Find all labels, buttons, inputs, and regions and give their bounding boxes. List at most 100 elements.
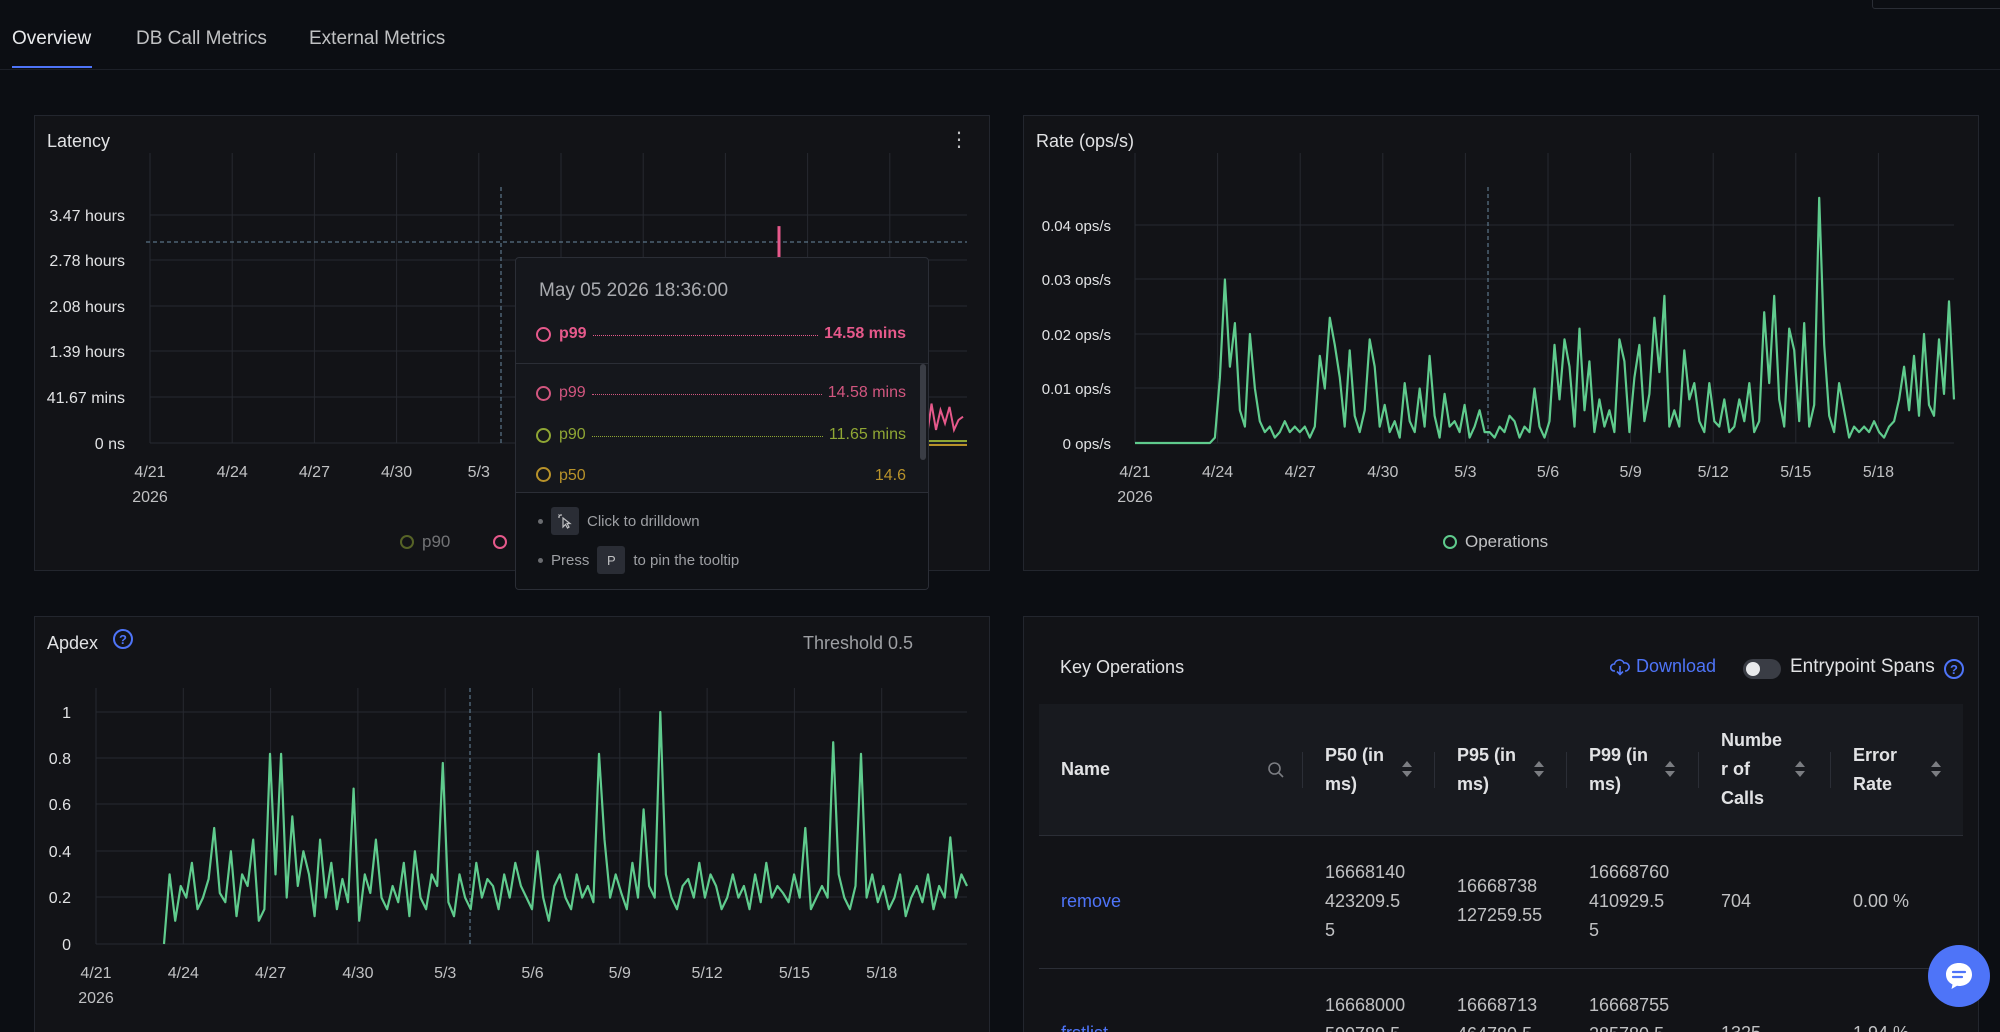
row2-p95-line2: 464780.5 bbox=[1457, 1020, 1537, 1032]
p99-legend-dot bbox=[493, 535, 507, 549]
apdex-help-icon[interactable]: ? bbox=[113, 629, 133, 649]
row1-p50-line3: 5 bbox=[1325, 920, 1336, 940]
rate-x-tick-label: 4/27 bbox=[1285, 464, 1316, 481]
more-options-icon[interactable]: ⋮ bbox=[949, 129, 969, 151]
top-right-control[interactable] bbox=[1872, 0, 2000, 9]
bullet bbox=[538, 557, 543, 563]
row1-p95-line2: 127259.55 bbox=[1457, 905, 1543, 925]
sort-error-rate-icon[interactable] bbox=[1931, 761, 1941, 779]
tooltip-row-p50: p50 14.6 bbox=[536, 467, 906, 483]
chat-support-button[interactable] bbox=[1928, 945, 1990, 1007]
column-header-name[interactable]: Name bbox=[1061, 759, 1111, 779]
column-header-number-of-calls[interactable]: Numbe r of Calls bbox=[1721, 726, 1782, 813]
column-header-error-rate[interactable]: Error Rate bbox=[1853, 741, 1897, 799]
sort-p99-icon[interactable] bbox=[1665, 761, 1675, 779]
legend-operations[interactable]: Operations bbox=[1443, 532, 1548, 552]
tooltip-scrollbar[interactable] bbox=[920, 364, 926, 460]
cloud-download-icon bbox=[1610, 658, 1630, 676]
row2-p50-line2: 590780.5 bbox=[1325, 1020, 1405, 1032]
sort-p50-icon[interactable] bbox=[1402, 761, 1412, 779]
tooltip-row-p90: p90 11.65 mins bbox=[536, 424, 906, 446]
tooltip-divider bbox=[516, 363, 928, 364]
sort-p95-icon[interactable] bbox=[1534, 761, 1544, 779]
tooltip-p99-label: p99 bbox=[559, 384, 586, 401]
entrypoint-help-icon[interactable]: ? bbox=[1944, 659, 1964, 679]
operation-link-remove[interactable]: remove bbox=[1061, 891, 1122, 911]
apdex-title: Apdex bbox=[47, 633, 99, 653]
column-header-p95[interactable]: P95 (in ms) bbox=[1457, 741, 1516, 799]
row1-p50: 16668140 423209.5 5 bbox=[1325, 858, 1405, 945]
latency-x-tick-label: 4/27 bbox=[299, 464, 330, 481]
toggle-knob bbox=[1746, 662, 1760, 676]
hint-drilldown-text: Click to drilldown bbox=[587, 512, 700, 530]
entrypoint-spans-toggle[interactable] bbox=[1743, 659, 1781, 679]
row1-p95-line1: 16668738 bbox=[1457, 876, 1538, 896]
column-header-p99[interactable]: P99 (in ms) bbox=[1589, 741, 1648, 799]
leader-line bbox=[592, 334, 819, 336]
row2-p50: 16668000 590780.5 bbox=[1325, 991, 1405, 1032]
rate-chart[interactable]: 0.04 ops/s 0.03 ops/s 0.02 ops/s 0.01 ops/s… bbox=[1023, 115, 1979, 571]
rate-y-tick-label: 0 ops/s bbox=[1063, 436, 1111, 453]
row2-p99-line1: 16668755 bbox=[1589, 995, 1670, 1015]
tooltip-p90-label: p90 bbox=[559, 426, 586, 443]
latency-p99-series-line bbox=[926, 403, 964, 437]
p95-header-line2: ms) bbox=[1457, 774, 1490, 794]
p90-legend-dot bbox=[400, 535, 414, 549]
row1-p99-line2: 410929.5 bbox=[1589, 891, 1665, 911]
rate-x-tick-label: 4/24 bbox=[1202, 464, 1233, 481]
legend-p90[interactable]: p90 bbox=[400, 532, 450, 552]
tab-external-metrics[interactable]: External Metrics bbox=[309, 28, 446, 49]
error-rate-header-line2: Rate bbox=[1853, 774, 1893, 794]
tooltip-row-p99: p99 14.58 mins bbox=[536, 382, 906, 404]
rate-x-tick-label: 5/3 bbox=[1454, 464, 1476, 481]
error-rate-header-line1: Error bbox=[1853, 745, 1898, 765]
row2-p99-line2: 285780.5 bbox=[1589, 1020, 1669, 1032]
key-p: P bbox=[597, 546, 626, 574]
apdex-x-tick-label: 5/12 bbox=[692, 965, 723, 982]
operation-link-frstlist[interactable]: frstlist bbox=[1061, 1019, 1108, 1032]
latency-x-tick-label: 4/30 bbox=[381, 464, 412, 481]
row2-p99: 16668755 285780.5 bbox=[1589, 991, 1669, 1032]
column-divider bbox=[1830, 752, 1831, 788]
latency-x-tick-label: 5/3 bbox=[468, 464, 490, 481]
row1-p95: 16668738 127259.55 bbox=[1457, 872, 1542, 930]
tab-db-call-metrics[interactable]: DB Call Metrics bbox=[136, 28, 267, 49]
rate-x-tick-label: 5/15 bbox=[1780, 464, 1811, 481]
tooltip-p99-value: 14.58 mins bbox=[827, 384, 906, 401]
p99-header-line2: ms) bbox=[1589, 774, 1622, 794]
column-divider bbox=[1698, 752, 1699, 788]
p95-header-line1: P95 (in bbox=[1457, 745, 1517, 765]
latency-y-tick-label: 41.67 mins bbox=[47, 390, 125, 407]
apdex-y-tick-label: 0.8 bbox=[49, 751, 71, 768]
rate-x-tick-label: 5/9 bbox=[1619, 464, 1641, 481]
p99-dot-icon bbox=[536, 326, 551, 342]
latency-title: Latency bbox=[47, 131, 111, 151]
tooltip-pinned-value: 14.58 mins bbox=[824, 325, 906, 342]
tooltip-timestamp: May 05 2026 18:36:00 bbox=[539, 280, 729, 301]
key-operations-title: Key Operations bbox=[1060, 657, 1185, 677]
apdex-chart[interactable]: 1 0.8 0.6 0.4 0.2 0 4/21 2026 4/24 4/27 4/30 5/3 5/6… bbox=[34, 616, 990, 1032]
legend-operations-label: Operations bbox=[1465, 532, 1549, 551]
row1-p99-line1: 16668760 bbox=[1589, 862, 1670, 882]
tooltip-pinned-row: p99 14.58 mins bbox=[536, 323, 906, 345]
chat-icon bbox=[1946, 963, 1972, 989]
key-operations-table-header: Name P50 (in ms) P95 (in ms) P99 (in ms)… bbox=[1039, 704, 1963, 836]
tab-overview[interactable]: Overview bbox=[12, 28, 92, 49]
p50-dot-icon bbox=[536, 467, 551, 482]
apdex-x-tick-label: 5/18 bbox=[866, 965, 897, 982]
rate-series-line bbox=[1135, 196, 1956, 445]
rate-y-tick-label: 0.03 ops/s bbox=[1042, 272, 1111, 289]
column-divider bbox=[1302, 752, 1303, 788]
apdex-x-tick-label-year: 2026 bbox=[78, 990, 114, 1007]
column-header-p50[interactable]: P50 (in ms) bbox=[1325, 741, 1384, 799]
apdex-y-tick-label: 1 bbox=[62, 705, 71, 722]
sort-calls-icon[interactable] bbox=[1795, 761, 1805, 779]
search-icon[interactable] bbox=[1267, 761, 1285, 779]
row1-p99: 16668760 410929.5 5 bbox=[1589, 858, 1669, 945]
latency-tooltip[interactable]: May 05 2026 18:36:00 p99 14.58 mins p99 … bbox=[515, 257, 929, 590]
cursor-click-icon bbox=[551, 507, 579, 535]
download-button[interactable]: Download bbox=[1610, 656, 1716, 677]
latency-x-tick-label-year: 2026 bbox=[132, 489, 168, 506]
rate-x-tick-label: 5/6 bbox=[1537, 464, 1559, 481]
apdex-x-tick-label: 5/9 bbox=[609, 965, 631, 982]
